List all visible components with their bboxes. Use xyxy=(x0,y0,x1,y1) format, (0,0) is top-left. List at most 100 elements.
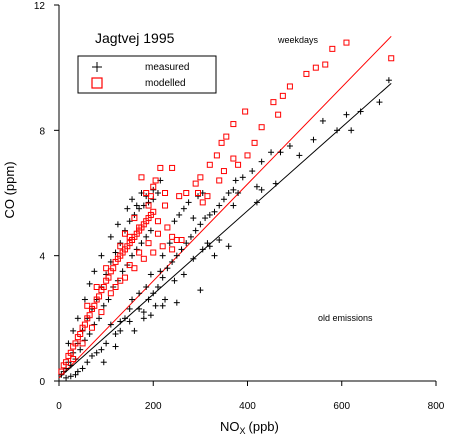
modelled-point xyxy=(206,161,213,168)
y-axis-title: CO (ppm) xyxy=(2,161,17,218)
modelled-point xyxy=(107,290,114,297)
x-tick-label: 400 xyxy=(239,401,256,412)
chart-title: Jagtvej 1995 xyxy=(95,30,175,46)
modelled-point xyxy=(136,249,143,256)
measured-point xyxy=(232,177,239,184)
modelled-point xyxy=(183,190,190,196)
modelled-point xyxy=(150,208,157,215)
modelled-point xyxy=(88,324,95,331)
modelled-point xyxy=(154,218,161,225)
measured-point xyxy=(126,305,133,312)
modelled-point xyxy=(145,202,152,209)
modelled-point xyxy=(176,193,183,200)
measured-point xyxy=(143,284,150,290)
modelled-point xyxy=(230,155,237,162)
modelled-point xyxy=(93,284,100,290)
modelled-point xyxy=(162,202,169,209)
modelled-point xyxy=(121,230,128,237)
x-axis-title-unit: (ppb) xyxy=(249,419,279,434)
modelled-point xyxy=(63,359,70,366)
measured-point xyxy=(225,190,232,196)
legend-label-modelled: modelled xyxy=(145,78,186,89)
measured-point xyxy=(159,274,166,281)
modelled-point xyxy=(286,83,293,90)
measured-point xyxy=(91,268,98,275)
modelled-point xyxy=(220,168,227,175)
modelled-point xyxy=(79,340,86,347)
measured-point xyxy=(150,290,157,297)
measured-point xyxy=(131,327,138,334)
modelled-point xyxy=(81,321,88,328)
modelled-point xyxy=(195,190,202,196)
measured-point xyxy=(77,346,84,353)
modelled-point xyxy=(204,193,211,200)
measured-point xyxy=(216,237,223,243)
modelled-point xyxy=(157,164,164,171)
measured-point xyxy=(230,186,237,193)
measured-point xyxy=(178,246,185,253)
legend: measured modelled xyxy=(77,55,217,94)
measured-point xyxy=(154,190,161,196)
measured-point xyxy=(357,108,364,115)
measured-point xyxy=(220,196,227,203)
measured-point xyxy=(190,215,197,222)
modelled-point xyxy=(121,274,128,281)
y-tick-label: 0 xyxy=(39,377,45,388)
measured-point xyxy=(253,183,260,190)
measured-point xyxy=(98,252,105,259)
modelled-point xyxy=(117,277,124,284)
modelled-point xyxy=(96,293,103,300)
modelled-point xyxy=(84,302,91,309)
modelled-point xyxy=(218,139,225,146)
modelled-point xyxy=(303,70,310,77)
legend-label-measured: measured xyxy=(145,62,189,73)
measured-point xyxy=(258,158,265,165)
measured-point xyxy=(180,205,187,212)
measured-point xyxy=(268,149,275,156)
modelled-point xyxy=(279,92,286,99)
measured-point xyxy=(272,180,279,187)
modelled-point xyxy=(178,237,185,243)
x-tick-label: 800 xyxy=(428,401,445,412)
modelled-point xyxy=(242,108,249,115)
measured-point xyxy=(112,343,119,350)
measured-point xyxy=(211,208,218,215)
modelled-point xyxy=(140,255,147,262)
measured-point xyxy=(114,221,121,228)
annotation-old-emissions: old emissions xyxy=(318,313,373,323)
modelled-point xyxy=(86,312,93,319)
measured-point xyxy=(86,331,93,337)
x-axis-title-subscript: X xyxy=(240,426,246,436)
x-tick-label: 600 xyxy=(333,401,350,412)
modelled-point xyxy=(145,240,152,247)
modelled-point xyxy=(244,152,251,159)
fit-line-measured xyxy=(58,82,392,379)
measured-point xyxy=(70,327,77,334)
measured-point xyxy=(107,321,114,328)
measured-point xyxy=(225,243,232,250)
measured-point xyxy=(296,152,303,159)
modelled-point xyxy=(105,274,112,281)
modelled-point xyxy=(169,246,176,253)
modelled-point xyxy=(131,215,138,222)
modelled-point xyxy=(223,133,230,140)
measured-point xyxy=(140,309,147,316)
measured-point xyxy=(67,373,74,380)
modelled-point xyxy=(77,331,84,337)
measured-point xyxy=(136,305,143,312)
measured-point xyxy=(126,318,133,325)
measured-point xyxy=(286,143,293,149)
measured-point xyxy=(117,240,124,247)
legend-marker-measured xyxy=(92,62,102,72)
measured-point xyxy=(176,211,183,218)
measured-point xyxy=(84,359,91,366)
measured-point xyxy=(119,268,126,275)
measured-point xyxy=(100,359,107,366)
measured-point xyxy=(162,296,169,303)
modelled-point xyxy=(98,309,105,316)
modelled-point xyxy=(143,190,150,196)
modelled-point xyxy=(103,265,110,272)
measured-point xyxy=(143,233,150,240)
measured-point xyxy=(136,290,143,297)
measured-point xyxy=(124,205,131,212)
